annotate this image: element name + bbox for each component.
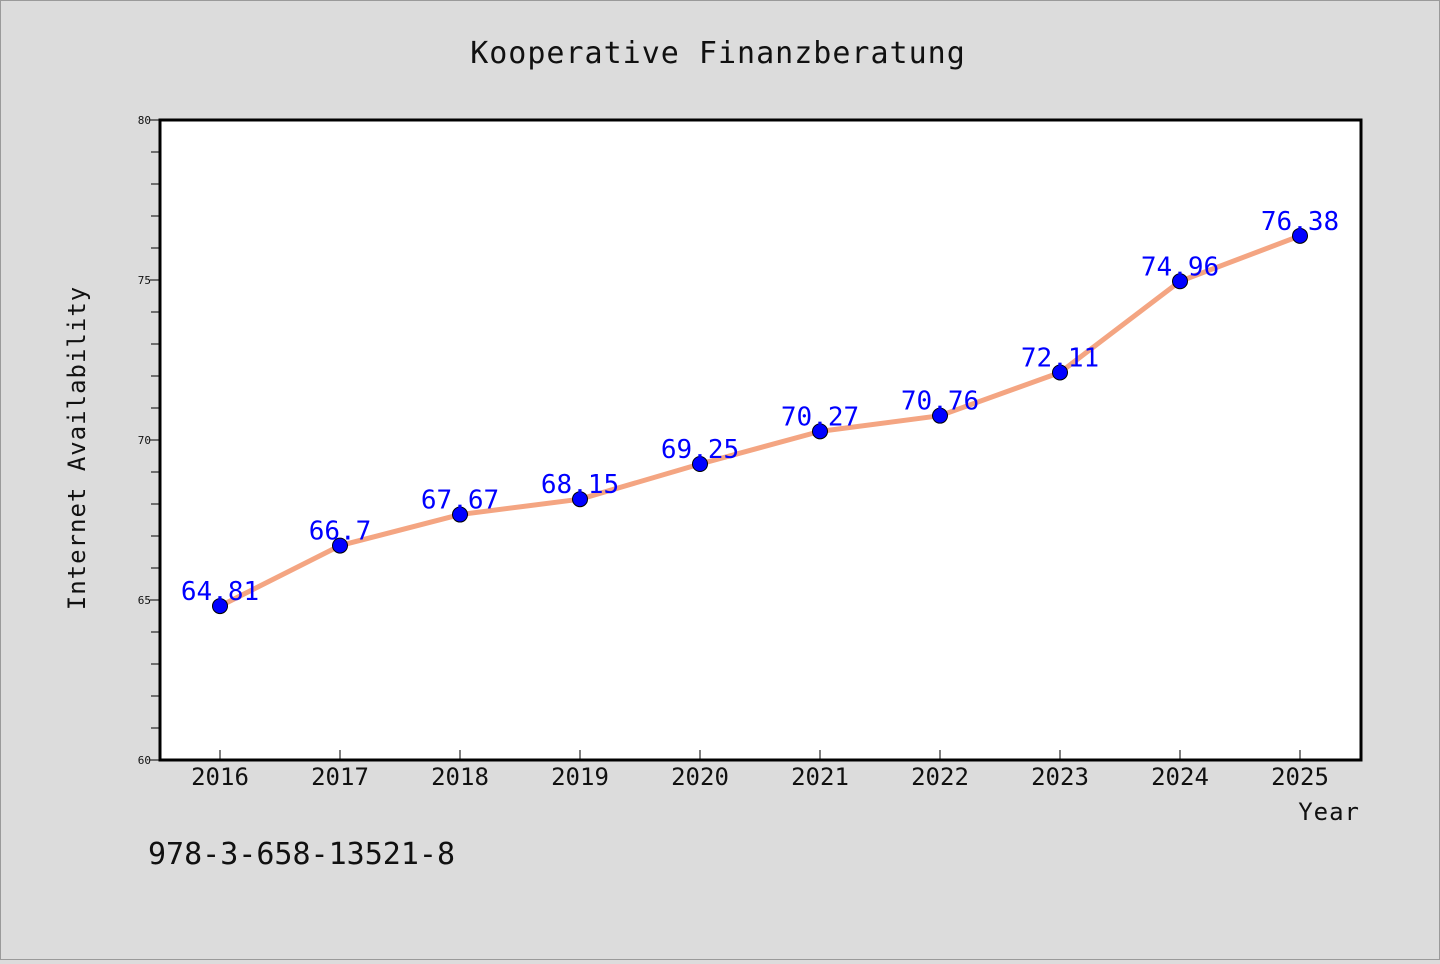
data-point: [452, 506, 468, 523]
x-tick-label: 2023: [1031, 763, 1089, 791]
series-line: [218, 233, 1301, 609]
footer-code: 978-3-658-13521-8: [148, 837, 455, 872]
data-label: 76.38: [1261, 207, 1339, 237]
x-tick-label: 2020: [671, 763, 729, 791]
y-tick-label: 70: [138, 434, 151, 447]
data-point: [1172, 273, 1188, 290]
series-markers: [212, 227, 1308, 615]
x-tick-label: 2019: [551, 763, 609, 791]
data-point: [572, 491, 588, 508]
y-axis-label: Internet Availability: [63, 286, 91, 610]
data-point: [1292, 227, 1308, 244]
chart-title: Kooperative Finanzberatung: [470, 36, 966, 71]
y-tick-label: 75: [138, 274, 151, 287]
data-label: 74.96: [1141, 252, 1219, 282]
data-label: 72.11: [1021, 343, 1099, 373]
data-point: [692, 456, 708, 472]
x-tick-label: 2021: [791, 763, 849, 791]
x-tick-label: 2016: [191, 763, 249, 791]
data-label: 70.76: [901, 387, 979, 417]
x-axis: 2016 2017 2018 2019 2020 2021 2022 2023 2024 2025: [191, 750, 1329, 791]
x-tick-label: 2025: [1271, 763, 1329, 791]
x-tick-label: 2017: [311, 763, 369, 791]
plot-area: [160, 120, 1361, 760]
x-tick-label: 2022: [911, 763, 969, 791]
data-labels: 64.81 66.7 67.67 68.15 69.25 70.27 70.76 72.11 7…: [181, 207, 1339, 607]
data-label: 66.7: [309, 517, 372, 547]
y-tick-label: 60: [138, 754, 151, 767]
y-tick-label: 65: [138, 594, 151, 607]
data-label: 64.81: [181, 577, 259, 607]
plot-frame: [158, 118, 1363, 762]
data-label: 70.27: [781, 402, 859, 432]
data-point: [212, 598, 228, 615]
data-label: 68.15: [541, 470, 619, 500]
x-tick-label: 2018: [431, 763, 489, 791]
x-axis-label: Year: [1298, 798, 1360, 826]
data-point: [812, 423, 828, 440]
x-tick-label: 2024: [1151, 763, 1209, 791]
y-tick-label: 80: [138, 114, 151, 127]
data-point: [332, 537, 348, 554]
data-label: 67.67: [421, 486, 499, 516]
data-point: [932, 407, 948, 424]
data-point: [1052, 364, 1068, 381]
data-label: 69.25: [661, 435, 739, 465]
